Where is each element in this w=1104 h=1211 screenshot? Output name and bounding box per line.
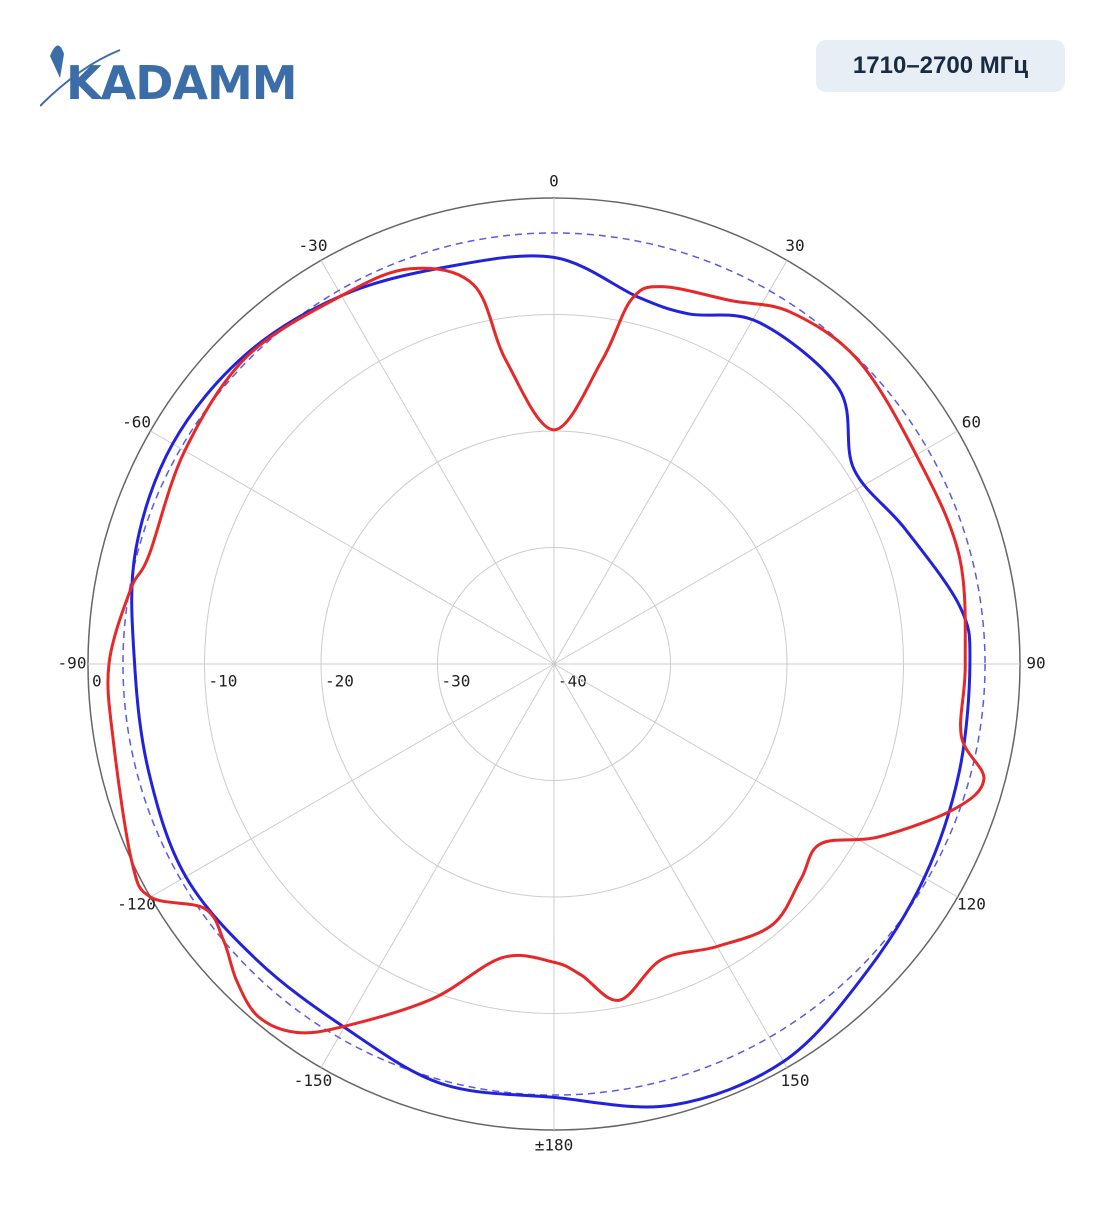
spoke <box>553 663 958 898</box>
spoke <box>553 430 958 665</box>
r-tick-label: -10 <box>209 672 238 691</box>
spoke <box>150 430 555 665</box>
frequency-badge: 1710–2700 МГц <box>816 40 1065 92</box>
reference-circle <box>122 232 986 1096</box>
spoke <box>320 260 555 665</box>
theta-tick-label: -120 <box>117 895 156 914</box>
theta-tick-label: -150 <box>294 1071 333 1090</box>
theta-tick-label: 60 <box>962 413 981 432</box>
theta-tick-label: -90 <box>58 654 87 673</box>
r-tick-label: -30 <box>442 672 471 691</box>
theta-tick-label: 90 <box>1026 654 1045 673</box>
theta-tick-label: -60 <box>122 413 151 432</box>
theta-tick-label: -30 <box>299 236 328 255</box>
r-tick-label: -20 <box>325 672 354 691</box>
r-tick-label: 0 <box>92 672 102 691</box>
pattern-line <box>130 254 972 1109</box>
theta-tick-label: 0 <box>549 172 559 191</box>
logo-mark <box>40 45 121 107</box>
spoke <box>150 663 555 898</box>
theta-tick-label: ±180 <box>535 1136 574 1155</box>
theta-tick-label: 150 <box>781 1071 810 1090</box>
pattern-line <box>106 266 986 1035</box>
spoke <box>553 260 788 665</box>
spoke <box>320 663 555 1068</box>
theta-tick-label: 30 <box>785 236 804 255</box>
r-tick-label: -40 <box>558 672 587 691</box>
logo-text: KADAMM <box>66 56 298 110</box>
spoke <box>553 663 788 1068</box>
theta-tick-label: 120 <box>957 895 986 914</box>
